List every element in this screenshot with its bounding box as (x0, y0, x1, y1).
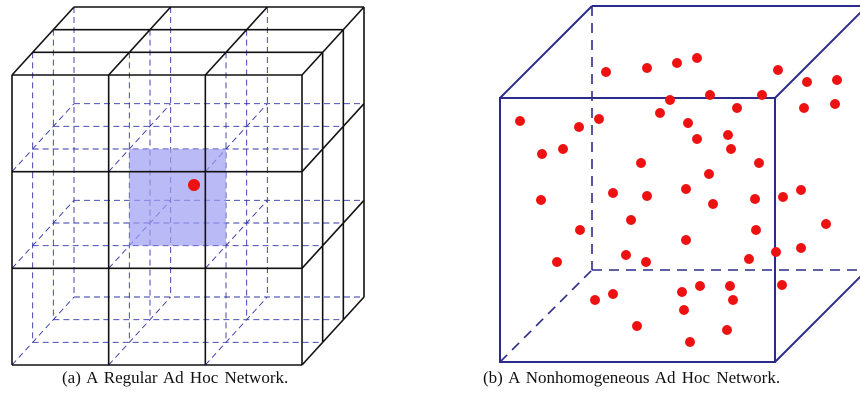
network-node (692, 134, 702, 144)
network-node (726, 144, 736, 154)
network-node (705, 90, 715, 100)
network-node (802, 77, 812, 87)
grid-edge (204, 6, 268, 76)
network-node (672, 58, 682, 68)
network-node (608, 188, 618, 198)
caption-nonhomogeneous-network: (b) A Nonhomogeneous Ad Hoc Network. (483, 368, 781, 387)
network-node (725, 281, 735, 291)
network-node (552, 257, 562, 267)
cube-edge (499, 5, 593, 99)
network-node (723, 130, 733, 140)
network-node (679, 305, 689, 315)
network-node (750, 194, 760, 204)
network-node (757, 90, 767, 100)
hidden-grid-edge (108, 200, 171, 269)
network-node (621, 250, 631, 260)
network-node (773, 65, 783, 75)
grid-edge (301, 103, 365, 173)
network-node (590, 295, 600, 305)
visible-grid-edges (11, 6, 365, 366)
network-node (681, 235, 691, 245)
network-node (558, 144, 568, 154)
network-node (751, 225, 761, 235)
grid-edge (301, 6, 365, 76)
network-node (708, 199, 718, 209)
network-node (641, 257, 651, 267)
network-node (574, 122, 584, 132)
network-node (732, 103, 742, 113)
network-node (677, 287, 687, 297)
network-node (608, 289, 618, 299)
hidden-grid-edge (108, 103, 171, 172)
network-node (683, 118, 693, 128)
center-node (188, 179, 200, 191)
hidden-grid-edge (11, 103, 75, 172)
cube-edge (774, 275, 860, 363)
network-node (537, 149, 547, 159)
hidden-grid-edge (108, 296, 171, 366)
network-node (821, 219, 831, 229)
network-node (777, 280, 787, 290)
network-node (626, 215, 636, 225)
network-node (601, 67, 611, 77)
network-node (685, 337, 695, 347)
network-node (799, 103, 809, 113)
network-node (695, 281, 705, 291)
network-node (692, 53, 702, 63)
network-node (665, 95, 675, 105)
nonhomogeneous-network-diagram (499, 5, 860, 363)
network-node (744, 254, 754, 264)
cube-edge (774, 11, 860, 99)
highlighted-cell (129, 149, 226, 246)
hidden-grid-edge (205, 296, 268, 366)
cube-front-face (499, 97, 776, 363)
hidden-grid-edge (11, 296, 75, 366)
network-node (642, 63, 652, 73)
network-node (575, 225, 585, 235)
network-node (778, 192, 788, 202)
network-node (728, 295, 738, 305)
hidden-grid-edge (11, 200, 75, 269)
grid-edge (11, 6, 75, 76)
network-node (681, 184, 691, 194)
network-node (771, 247, 781, 257)
network-node (796, 243, 806, 253)
hidden-grid-edge (205, 200, 268, 269)
network-node (536, 195, 546, 205)
network-node (754, 158, 764, 168)
network-node (655, 108, 665, 118)
network-node (636, 158, 646, 168)
network-node (722, 325, 732, 335)
network-node (594, 114, 604, 124)
network-node (832, 75, 842, 85)
regular-network-diagram (11, 6, 365, 366)
hidden-cube-edge (499, 269, 593, 363)
grid-edge (108, 6, 172, 76)
network-nodes (515, 53, 842, 347)
network-node (515, 116, 525, 126)
caption-regular-network: (a) A Regular Ad Hoc Network. (62, 368, 289, 387)
network-node (830, 99, 840, 109)
grid-edge (301, 199, 365, 269)
network-node (632, 321, 642, 331)
visible-cube-edges (499, 5, 860, 363)
network-node (642, 191, 652, 201)
hidden-cube-edges (499, 6, 860, 363)
network-node (796, 185, 806, 195)
grid-edge (301, 296, 365, 366)
network-node (704, 169, 714, 179)
